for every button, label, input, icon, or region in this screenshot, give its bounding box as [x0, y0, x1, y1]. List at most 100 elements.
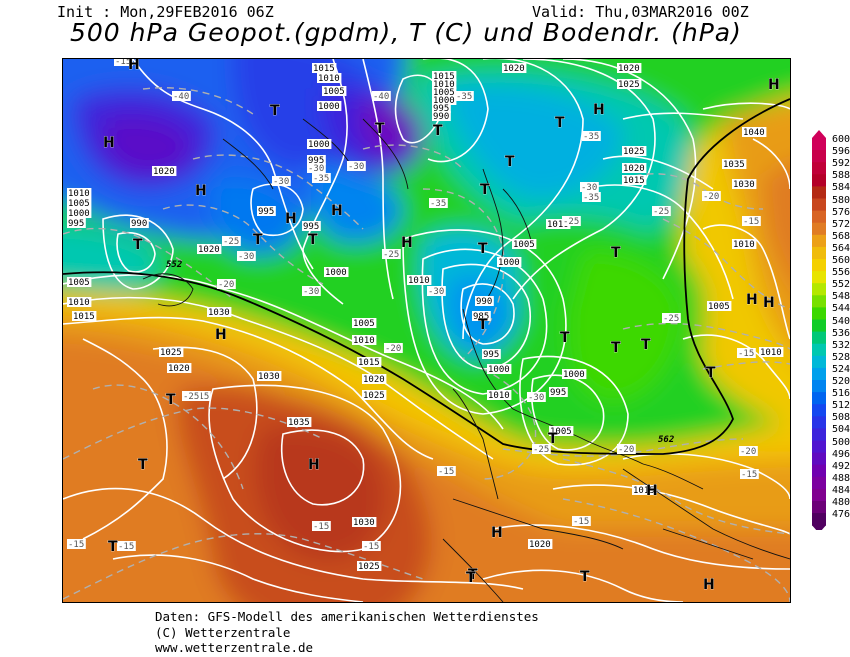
legend-label: 592	[832, 158, 850, 170]
isotherm-label: -30	[528, 393, 544, 403]
label-box	[512, 239, 537, 249]
low-pressure-marker: T	[375, 121, 385, 137]
legend-label: 508	[832, 412, 850, 424]
isobar-label: 1015	[73, 312, 95, 322]
label-box	[384, 343, 403, 353]
isotherm-label: -20	[385, 344, 401, 354]
legend-swatch	[812, 138, 826, 151]
isotherm-label: -15	[115, 59, 131, 67]
low-pressure-marker: T	[433, 123, 443, 139]
legend-swatch	[812, 295, 826, 308]
label-box	[307, 155, 326, 165]
low-pressure-marker: T	[548, 431, 558, 447]
chart-title: 500 hPa Geopot.(gpdm), T (C) und Bodendr…	[70, 18, 742, 47]
legend-swatch	[812, 186, 826, 199]
isobar-label: 1020	[153, 167, 175, 177]
legend-swatch	[812, 488, 826, 502]
legend-bar	[812, 130, 826, 530]
label-box	[562, 369, 587, 379]
isobar-label: 1005	[433, 88, 455, 98]
isobar-label: 985	[473, 312, 489, 322]
isobar-label: 1000	[433, 96, 455, 106]
label-box	[427, 286, 446, 296]
isobar-label: 1005	[513, 240, 535, 250]
isobar-label: 1000	[325, 268, 347, 278]
label-box	[117, 541, 136, 551]
color-legend: 600 596 592 588 584 580 576 572 568 564 560 556 552 5…	[810, 130, 850, 530]
legend-label: 548	[832, 291, 850, 303]
high-pressure-marker: H	[763, 295, 775, 311]
isobar-label: 1030	[258, 372, 280, 382]
isobar-label: 1025	[358, 562, 380, 572]
label-box	[582, 131, 601, 141]
isotherm-label: -15	[743, 217, 759, 227]
label-box	[312, 63, 337, 73]
legend-swatch	[812, 501, 826, 514]
isobar-label: 995	[258, 207, 274, 217]
isobar-label: 1030	[353, 518, 375, 528]
label-box	[432, 103, 451, 113]
legend-swatch	[812, 198, 826, 212]
label-box	[737, 348, 756, 358]
legend-label: 520	[832, 376, 850, 387]
low-pressure-marker: T	[133, 237, 143, 253]
legend-label: 556	[832, 267, 850, 279]
legend-label: 588	[832, 170, 850, 182]
isobar-label: 1000	[308, 140, 330, 150]
label-box	[487, 390, 512, 400]
label-box	[722, 159, 747, 169]
isobar-label: 1030	[208, 308, 230, 318]
label-box	[322, 86, 347, 96]
label-box	[257, 371, 282, 381]
label-box	[317, 101, 342, 111]
label-box	[580, 182, 599, 192]
legend-swatch	[812, 380, 826, 393]
isobar-label: 1000	[498, 258, 520, 268]
isotherm-lines	[63, 87, 790, 602]
legend-swatch	[812, 246, 826, 260]
label-box	[307, 163, 326, 173]
legend-swatch	[812, 452, 826, 466]
label-box	[527, 392, 546, 402]
legend-bottom-arrow	[812, 525, 826, 530]
low-pressure-marker: T	[466, 570, 476, 586]
label-box	[549, 387, 568, 397]
label-box	[632, 485, 657, 495]
legend-label: 504	[832, 424, 850, 436]
isotherm-label: -15	[193, 392, 209, 402]
isotherm-label: -30	[581, 183, 597, 193]
legend-swatch	[812, 392, 826, 405]
label-box	[312, 173, 331, 183]
label-box	[352, 318, 377, 328]
isotherm-label: -35	[456, 92, 472, 102]
label-box	[114, 59, 133, 66]
low-pressure-marker: T	[478, 317, 488, 333]
legend-swatch	[812, 162, 826, 175]
legend-swatch	[812, 307, 826, 320]
label-box	[167, 363, 192, 373]
label-box	[302, 221, 321, 231]
isobar-label: 1015	[623, 176, 645, 186]
high-pressure-marker: H	[401, 235, 413, 251]
legend-label: 512	[832, 400, 850, 412]
label-box	[217, 279, 236, 289]
legend-swatch	[812, 259, 826, 272]
label-box	[528, 539, 553, 549]
legend-label: 584	[832, 182, 850, 194]
isobar-label: 1025	[618, 80, 640, 90]
isotherm-label: -15	[363, 542, 379, 552]
label-box	[742, 216, 761, 226]
isotherm-label: -20	[218, 280, 234, 290]
isobar-label: 990	[476, 297, 492, 307]
isotherm-label: -20	[740, 447, 756, 457]
legend-swatch	[812, 331, 826, 345]
label-box	[549, 426, 574, 436]
isotherm-label: -15	[118, 542, 134, 552]
legend-label: 496	[832, 448, 850, 460]
low-pressure-marker: T	[505, 154, 515, 170]
label-box	[324, 267, 349, 277]
isobar-lines	[63, 59, 790, 602]
legend-label: 580	[832, 194, 850, 206]
isobar-label: 1020	[529, 540, 551, 550]
legend-label: 492	[832, 460, 850, 472]
